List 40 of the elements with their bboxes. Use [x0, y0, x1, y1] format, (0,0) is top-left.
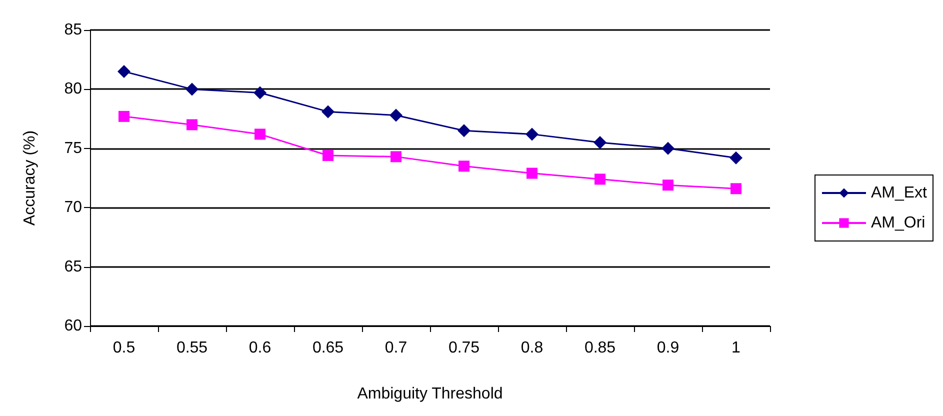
y-tick-label: 85 [64, 22, 82, 38]
x-tick-label: 0.75 [448, 340, 480, 356]
legend-label: AM_Ext [870, 184, 928, 202]
y-tick-label: 60 [64, 318, 82, 334]
point [390, 151, 402, 162]
point [254, 128, 266, 140]
x-tick-label: 0.85 [584, 340, 616, 356]
point [594, 136, 606, 149]
point [118, 64, 130, 78]
point [322, 150, 334, 162]
y-axis-title: Accuracy (%) [22, 130, 38, 226]
x-tick-label: 0.7 [384, 340, 408, 356]
x-tick-label: 0.6 [248, 340, 272, 356]
y-tick-label: 65 [64, 258, 82, 276]
x-tick-label: 0.5 [112, 340, 136, 356]
point [594, 174, 606, 185]
y-tick-label: 75 [64, 140, 82, 157]
point [662, 180, 674, 191]
point [662, 142, 674, 155]
x-tick-label: 0.8 [520, 340, 544, 356]
point [526, 168, 538, 179]
y-tick-label: 80 [64, 80, 82, 98]
point [458, 124, 470, 138]
x-axis-title: Ambiguity Threshold [357, 386, 503, 402]
point [322, 105, 334, 118]
point [186, 119, 198, 130]
point [390, 108, 402, 122]
point [730, 151, 742, 164]
point [730, 183, 742, 194]
x-tick-label: 0.65 [312, 340, 344, 356]
point [458, 160, 470, 172]
point [526, 128, 538, 141]
y-tick-label: 70 [64, 199, 82, 216]
legend-label: AM_Ori [870, 214, 926, 232]
point [186, 82, 198, 96]
x-tick-label: 0.55 [176, 340, 208, 356]
point [254, 86, 266, 100]
x-tick-label: 0.9 [656, 340, 680, 356]
x-tick-label: 1 [732, 340, 741, 356]
point [118, 110, 130, 122]
